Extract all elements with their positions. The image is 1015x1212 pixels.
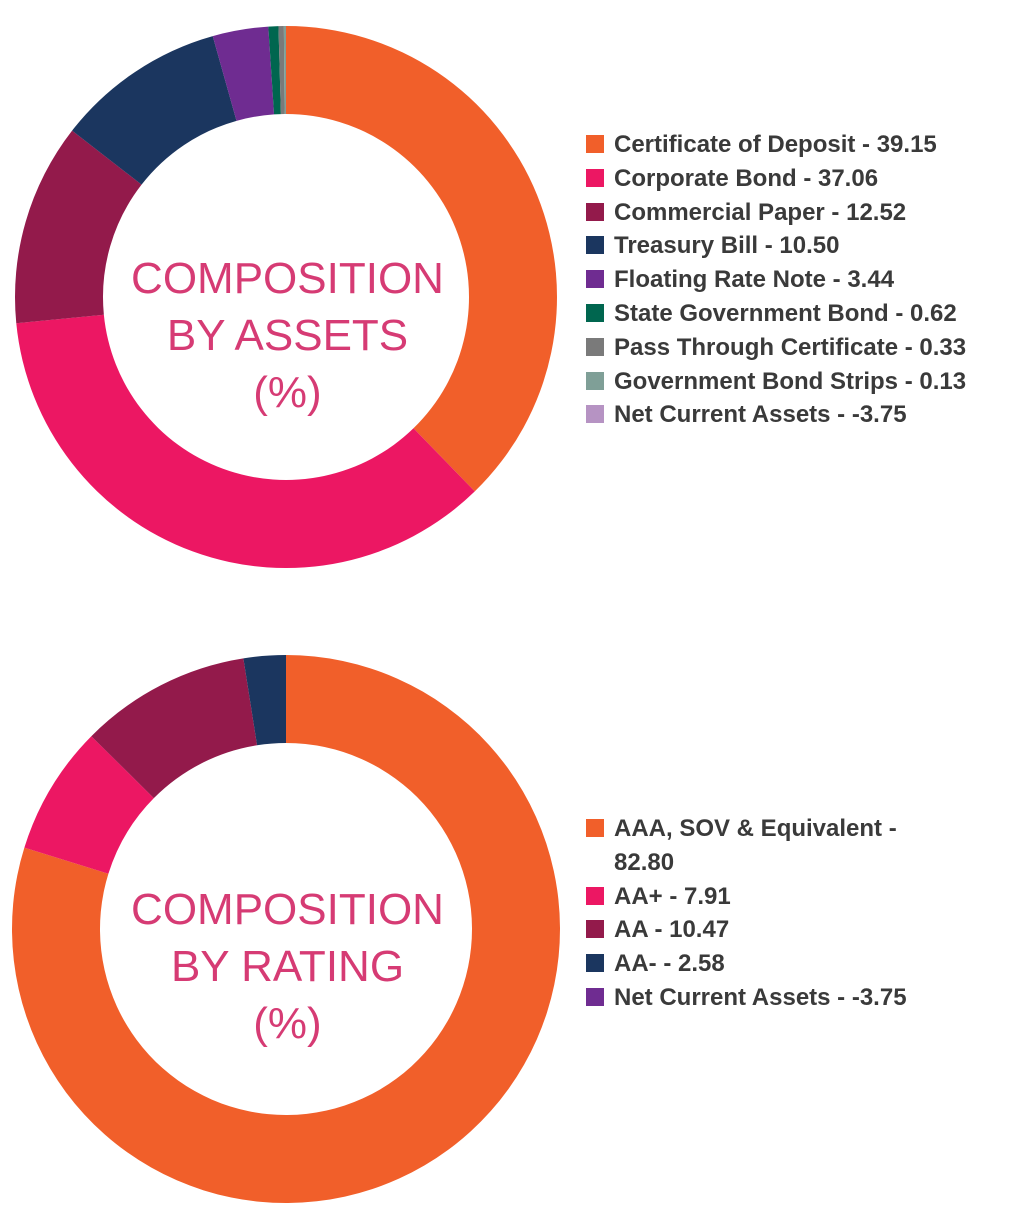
assets-slice-8 [283,26,286,115]
legend-swatch [586,303,604,322]
assets-slice-3 [15,130,142,324]
legend-label: Government Bond Strips - 0.13 [614,367,967,395]
legend-item: Net Current Assets - -3.75 [584,981,914,1015]
legend-swatch [586,886,604,905]
rating-center-title: COMPOSITION BY RATING (%) [100,881,475,1052]
legend-label: Corporate Bond - 37.06 [614,164,879,192]
legend-label: Treasury Bill - 10.50 [614,232,840,260]
rating-title-line-1: COMPOSITION [131,885,444,934]
assets-title-line-2: BY ASSETS [166,311,409,360]
legend-item: Floating Rate Note - 3.44 [584,263,1004,297]
legend-swatch [586,236,604,255]
assets-title-line-1: COMPOSITION [131,254,444,303]
legend-label: Certificate of Deposit - 39.15 [614,131,937,158]
rating-slice-2 [24,736,154,874]
legend-item: Certificate of Deposit - 39.15 [584,128,1004,162]
assets-slice-7 [278,26,285,115]
legend-item: AA - 10.47 [584,913,914,947]
legend-swatch [586,202,604,221]
rating-title-line-2: BY RATING [170,942,405,991]
assets-slice-6 [268,26,281,115]
legend-label: Floating Rate Note - 3.44 [614,266,895,294]
assets-center-title: COMPOSITION BY ASSETS (%) [100,250,475,421]
rating-donut [12,655,560,1203]
assets-legend: Certificate of Deposit - 39.15 Corporate… [584,128,1004,432]
rating-slice-4 [243,655,286,746]
assets-slice-1 [286,26,557,492]
legend-swatch [586,337,604,356]
legend-item: AA- - 2.58 [584,947,914,981]
legend-item: Government Bond Strips - 0.13 [584,365,1004,399]
legend-label: AA+ - 7.91 [614,882,731,910]
legend-swatch [586,371,604,390]
legend-label: AA- - 2.58 [614,950,725,978]
legend-item: Commercial Paper - 12.52 [584,196,1004,230]
legend-label: Net Current Assets - -3.75 [614,983,907,1011]
legend-label: Pass Through Certificate - 0.33 [614,333,967,361]
composition-by-rating-chart: COMPOSITION BY RATING (%) AAA, SOV & Equ… [0,620,1015,1212]
rating-slice-1 [12,655,560,1203]
legend-label: AA - 10.47 [614,916,730,944]
legend-swatch [586,168,604,187]
rating-title-line-3: (%) [253,999,322,1048]
legend-item: Treasury Bill - 10.50 [584,229,1004,263]
legend-swatch [586,405,604,424]
legend-item: Net Current Assets - -3.75 [584,398,1004,432]
assets-title-line-3: (%) [253,368,322,417]
legend-item: Pass Through Certificate - 0.33 [584,331,1004,365]
legend-swatch [586,920,604,939]
rating-legend: AAA, SOV & Equivalent - 82.80 AA+ - 7.91… [584,812,914,1015]
legend-item: State Government Bond - 0.62 [584,297,1004,331]
legend-swatch [586,819,604,837]
legend-item: Corporate Bond - 37.06 [584,162,1004,196]
legend-swatch [586,270,604,289]
legend-swatch [586,987,604,1006]
assets-donut [15,26,557,568]
assets-slice-5 [212,26,275,121]
legend-label: Commercial Paper - 12.52 [614,198,907,226]
legend-swatch [586,954,604,973]
legend-item: AAA, SOV & Equivalent - 82.80 [584,812,914,880]
assets-slice-2 [16,314,475,568]
rating-slice-3 [91,658,258,799]
legend-label: AAA, SOV & Equivalent - 82.80 [614,815,897,876]
composition-by-assets-chart: COMPOSITION BY ASSETS (%) Certificate of… [0,0,1015,600]
legend-item: AA+ - 7.91 [584,880,914,914]
assets-slice-4 [72,36,237,185]
legend-label: Net Current Assets - -3.75 [614,401,907,429]
legend-swatch [586,135,604,153]
legend-label: State Government Bond - 0.62 [614,299,957,327]
